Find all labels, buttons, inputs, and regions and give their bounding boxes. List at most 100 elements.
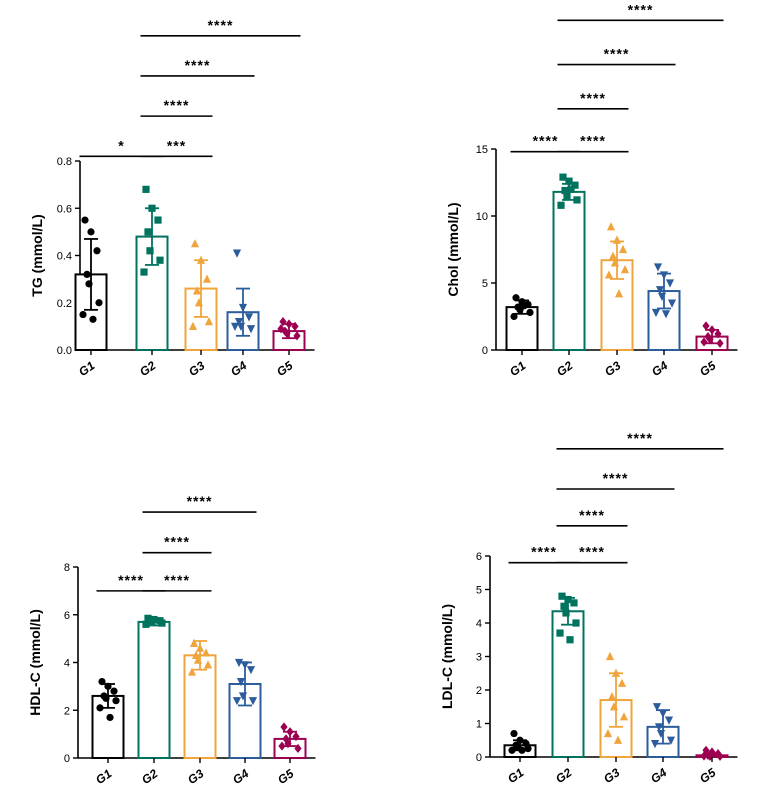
data-point-circle [79, 310, 87, 319]
y-tick-label: 8 [64, 562, 70, 574]
data-point-triangle-up [204, 317, 214, 326]
significance-label: **** [164, 572, 190, 588]
x-tick-label-g4: G4 [649, 358, 670, 379]
y-tick-label: 5 [476, 585, 482, 597]
data-point-circle [110, 687, 118, 695]
data-point-circle [89, 315, 97, 323]
data-point-circle [81, 216, 89, 224]
y-tick-label: 0 [482, 345, 488, 357]
y-tick-label: 3 [476, 652, 482, 664]
data-point-triangle-up [609, 702, 619, 711]
significance-label: **** [580, 90, 606, 106]
y-tick-label: 5 [482, 278, 488, 290]
data-point-diamond [293, 331, 301, 341]
data-point-diamond [700, 337, 708, 347]
data-point-square [148, 618, 156, 626]
data-point-square [154, 216, 162, 224]
x-tick-label-g4: G4 [648, 765, 669, 786]
x-tick-label-g1: G1 [76, 358, 97, 379]
data-point-triangle-up [620, 265, 630, 274]
data-point-triangle-up [605, 651, 615, 661]
significance-label: **** [580, 133, 606, 149]
data-point-diamond [704, 332, 712, 342]
y-tick-label: 0 [476, 752, 482, 764]
y-tick-label: 10 [476, 211, 488, 223]
data-point-diamond [283, 328, 291, 339]
data-point-diamond [292, 731, 300, 742]
x-tick-label-g3: G3 [601, 765, 622, 786]
x-tick-label-g5: G5 [275, 766, 296, 787]
data-point-triangle-down [248, 697, 258, 706]
data-point-diamond [279, 317, 287, 327]
data-point-triangle-down [232, 697, 242, 706]
data-point-circle [516, 736, 524, 744]
data-point-diamond [280, 722, 288, 732]
y-axis-label: LDL-C (mmol/L) [439, 604, 455, 709]
data-point-triangle-up [195, 643, 205, 652]
x-tick-label-g1: G1 [93, 766, 114, 787]
significance-label: **** [603, 470, 629, 486]
y-tick-label: 2 [476, 685, 482, 697]
significance-label: **** [533, 133, 559, 149]
bar-g2 [137, 620, 171, 759]
x-tick-label-g4: G4 [230, 766, 251, 787]
data-point-triangle-up [194, 298, 204, 307]
y-tick-label: 1 [476, 719, 482, 731]
data-point-triangle-up [190, 239, 200, 248]
x-tick-label-g1: G1 [505, 765, 526, 786]
data-point-triangle-down [655, 286, 665, 295]
data-point-triangle-up [610, 258, 620, 267]
data-point-diamond [285, 319, 293, 329]
significance-label: **** [579, 507, 605, 523]
data-point-triangle-down [652, 703, 662, 712]
data-point-triangle-up [612, 235, 622, 244]
data-point-square [572, 619, 580, 627]
y-tick-label: 4 [476, 618, 482, 630]
data-point-square [148, 204, 156, 212]
data-point-circle [512, 294, 520, 302]
data-point-circle [520, 302, 528, 310]
data-point-triangle-up [619, 712, 629, 721]
data-point-diamond [294, 743, 302, 754]
data-point-triangle-up [203, 660, 213, 669]
data-point-diamond [278, 741, 286, 751]
data-point-triangle-up [188, 321, 198, 330]
x-tick-label-g1: G1 [507, 358, 528, 379]
data-point-square [146, 247, 154, 255]
y-tick-label: 2 [64, 705, 70, 717]
data-point-triangle-up [613, 735, 623, 744]
data-point-circle [83, 270, 91, 278]
data-point-circle [526, 308, 534, 317]
significance-label: **** [164, 97, 190, 113]
data-point-triangle-up [607, 692, 617, 701]
data-point-triangle-down [661, 310, 671, 319]
data-point-square [563, 192, 571, 200]
x-tick-label-g5: G5 [697, 358, 718, 379]
panel-hdl-c: 0 2 4 6 8 HDL-C (mmol/L) G1 G2 G3 G4 G5 **** **** ***… [27, 493, 316, 787]
y-tick-label: 6 [476, 551, 482, 563]
data-point-triangle-down [664, 716, 674, 725]
data-point-triangle-down [234, 318, 244, 327]
significance-label: **** [531, 544, 557, 560]
data-point-circle [95, 299, 103, 307]
data-point-diamond [284, 739, 292, 749]
significance-label: **** [164, 534, 190, 550]
data-point-square [565, 177, 573, 185]
data-point-triangle-up [192, 286, 202, 295]
data-point-triangle-down [236, 678, 246, 687]
data-point-square [156, 256, 164, 264]
significance-label: **** [187, 493, 213, 509]
data-point-square [556, 629, 564, 637]
data-point-triangle-down [230, 322, 240, 331]
data-point-triangle-down [666, 736, 676, 745]
data-point-circle [510, 729, 518, 738]
data-point-diamond [706, 334, 714, 344]
data-point-circle [106, 713, 114, 722]
data-point-triangle-up [202, 274, 212, 283]
y-tick-label: 6 [64, 610, 70, 622]
bar-g3 [183, 654, 217, 760]
data-point-triangle-up [608, 251, 618, 260]
data-point-square [558, 592, 566, 600]
data-point-triangle-down [656, 729, 666, 739]
